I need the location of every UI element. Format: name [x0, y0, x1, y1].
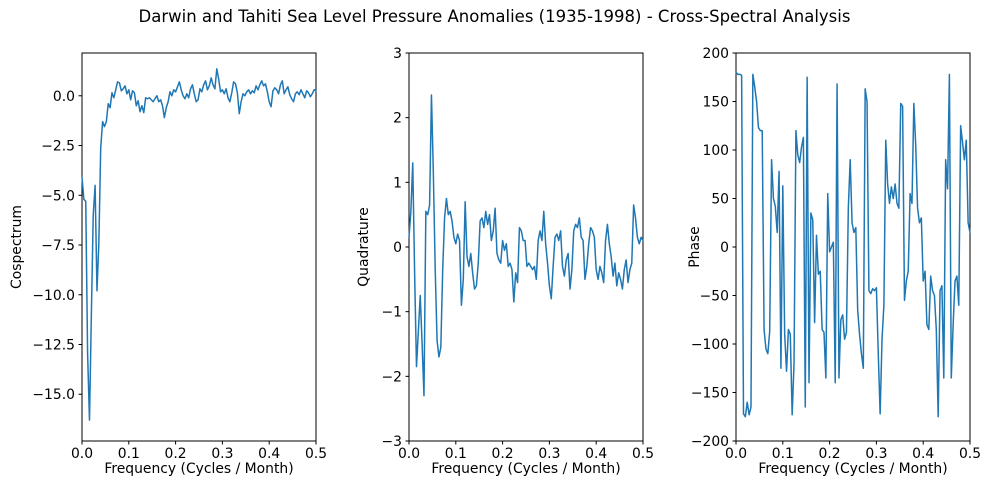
phase-x-tick-label: 0.4	[912, 446, 934, 462]
quadrature-x-tick-label: 0.3	[538, 446, 560, 462]
quadrature-x-tick-label: 0.1	[445, 446, 467, 462]
cospectrum-x-axis-label: Frequency (Cycles / Month)	[104, 461, 294, 477]
quadrature-y-tick-label: −1	[382, 305, 402, 321]
quadrature-y-tick-label: −2	[382, 369, 402, 385]
phase-plot-canvas: 0.0 0.1 0.2 0.3 0.4 0.5 200 150 100 50 0 −50 −100 −15…	[691, 46, 981, 462]
cospectrum-x-tick-label: 0.1	[118, 446, 140, 462]
phase-x-tick-label: 0.1	[772, 446, 794, 462]
cospectrum-y-tick-label: −7.5	[41, 238, 75, 254]
phase-y-tick-label: −150	[691, 386, 729, 402]
quadrature-y-tick-label: 0	[393, 240, 402, 256]
cospectrum-x-tick-label: 0.3	[211, 446, 233, 462]
quadrature-y-tick-label: 1	[393, 175, 402, 191]
phase-y-tick-label: −50	[700, 289, 729, 305]
phase-y-axis-label: Phase	[687, 226, 703, 268]
quadrature-x-tick-label: 0.5	[632, 446, 654, 462]
subplot-phase: 0.0 0.1 0.2 0.3 0.4 0.5 200 150 100 50 0 −50 −100 −15…	[660, 0, 989, 495]
cospectrum-line	[81, 68, 317, 421]
quadrature-line	[408, 94, 644, 397]
quadrature-plot-canvas: 0.0 0.1 0.2 0.3 0.4 0.5 3 2 1 0 −1 −2 −3	[382, 46, 655, 462]
cospectrum-y-tick-label: −2.5	[41, 139, 75, 155]
quadrature-y-tick-label: 3	[393, 46, 402, 62]
cospectrum-y-tick-label: −12.5	[32, 337, 75, 353]
cospectrum-x-tick-label: 0.4	[258, 446, 280, 462]
quadrature-x-tick-label: 0.2	[492, 446, 514, 462]
quadrature-y-tick-label: 2	[393, 111, 402, 127]
phase-y-tick-label: 0	[720, 240, 729, 256]
phase-line	[735, 71, 971, 418]
quadrature-y-tick-label: −3	[382, 434, 402, 450]
cospectrum-y-tick-label: −15.0	[32, 387, 75, 403]
phase-x-tick-label: 0.0	[725, 446, 747, 462]
quadrature-x-tick-label: 0.0	[398, 446, 420, 462]
cospectrum-y-axis-label: Cospectrum	[9, 205, 25, 289]
quadrature-x-tick-label: 0.4	[585, 446, 607, 462]
cospectrum-y-tick-label: 0.0	[53, 89, 75, 105]
phase-x-tick-label: 0.5	[959, 446, 981, 462]
cospectrum-y-tick-label: −5.0	[41, 188, 75, 204]
subplot-quadrature: 0.0 0.1 0.2 0.3 0.4 0.5 3 2 1 0 −1 −2 −3 Quadrature …	[330, 0, 660, 495]
phase-x-tick-label: 0.2	[819, 446, 841, 462]
phase-x-axis-label: Frequency (Cycles / Month)	[758, 461, 948, 477]
phase-y-tick-label: −100	[691, 337, 729, 353]
cospectrum-x-tick-label: 0.2	[165, 446, 187, 462]
cospectrum-x-tick-label: 0.0	[71, 446, 93, 462]
cospectrum-plot-canvas: 0.0 0.1 0.2 0.3 0.4 0.5 0.0 −2.5 −5.0 −7.5 −10.0 −1…	[32, 52, 327, 462]
quadrature-y-axis-label: Quadrature	[356, 207, 372, 287]
phase-y-tick-label: −200	[691, 434, 729, 450]
quadrature-x-axis-label: Frequency (Cycles / Month)	[431, 461, 621, 477]
phase-x-tick-label: 0.3	[865, 446, 887, 462]
figure-title: Darwin and Tahiti Sea Level Pressure Ano…	[138, 7, 851, 26]
cospectrum-plot-box	[81, 52, 317, 442]
subplot-cospectrum: 0.0 0.1 0.2 0.3 0.4 0.5 0.0 −2.5 −5.0 −7.5 −10.0 −1…	[0, 0, 330, 495]
phase-y-tick-label: 50	[711, 192, 729, 208]
phase-y-tick-label: 200	[702, 46, 729, 62]
phase-y-tick-label: 100	[702, 143, 729, 159]
cospectrum-x-tick-label: 0.5	[305, 446, 327, 462]
cospectrum-y-tick-label: −10.0	[32, 288, 75, 304]
phase-y-tick-label: 150	[702, 95, 729, 111]
